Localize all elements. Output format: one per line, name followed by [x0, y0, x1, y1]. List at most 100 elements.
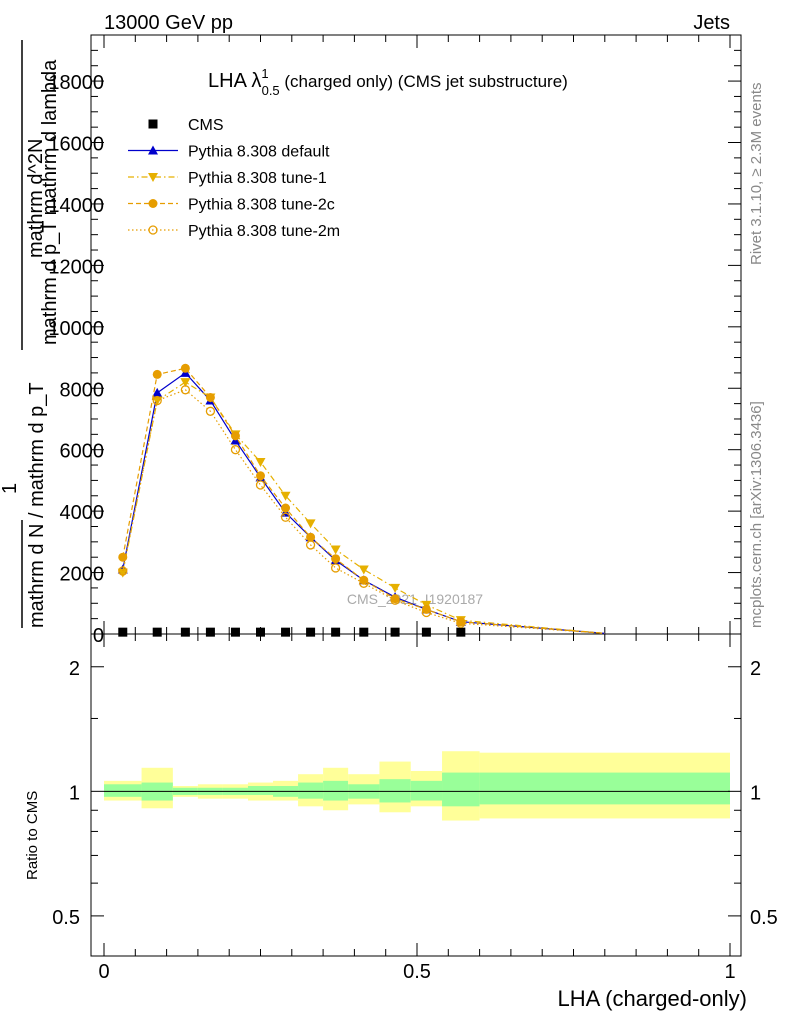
plot-title: LHA λ1 0.5 (charged only) (CMS jet substr…	[208, 66, 568, 98]
ratio-x-axis: 0 0.5 1	[98, 634, 736, 983]
main-y-axis: 0 2000 4000 6000 8000 10000 12000 14000 16000 180…	[48, 34, 741, 647]
ratio-y-tick-label: 0.5	[52, 907, 80, 929]
legend-label: CMS	[188, 117, 224, 134]
cms-data-point	[331, 627, 341, 637]
series-point-3	[230, 431, 240, 441]
cms-data-point	[306, 627, 316, 637]
ratio-plot-frame	[90, 633, 742, 957]
cms-data-point	[281, 627, 291, 637]
main-y-tick-label: 2000	[60, 564, 105, 586]
stat-band-bin	[247, 786, 274, 795]
series-point-2	[180, 378, 191, 388]
series-point-3	[205, 392, 215, 402]
main-ylabel: mathrm d^2N mathrm d p_T mathrm d lambda…	[0, 40, 61, 628]
main-series-group	[117, 363, 605, 637]
header-left: 13000 GeV pp	[104, 12, 233, 34]
series-point-2	[305, 519, 316, 529]
stat-band-bin	[104, 784, 142, 797]
series-point-4	[280, 512, 291, 522]
main-y-tick-label: 10000	[48, 318, 104, 340]
ratio-y-tick-label: 2	[69, 658, 80, 680]
series-line-1	[122, 372, 605, 634]
ratio-y-tick-label-right: 0.5	[750, 907, 778, 929]
ratio-x-tick-label: 0.5	[403, 961, 431, 983]
series-point-2	[358, 565, 369, 575]
legend-marker	[148, 173, 158, 182]
series-point-3	[152, 369, 162, 379]
series-point-4	[305, 540, 316, 550]
legend-label: Pythia 8.308 tune-2c	[188, 197, 335, 214]
series-point-4	[255, 480, 266, 490]
stat-band-bin	[379, 779, 411, 803]
main-x-axis	[103, 35, 731, 634]
rivet-label: Rivet 3.1.10, ≥ 2.3M events	[748, 83, 765, 266]
mcplots-label: mcplots.cern.ch [arXiv:1306.3436]	[748, 401, 765, 628]
legend-marker	[148, 199, 158, 208]
plot-title-sub: 0.5	[262, 83, 280, 98]
cms-data-point	[205, 627, 215, 637]
header-right: Jets	[693, 12, 730, 34]
legend-marker	[148, 225, 158, 235]
series-point-4	[118, 566, 128, 576]
series-point-4	[330, 563, 341, 573]
main-y-tick-label: 6000	[60, 441, 105, 463]
ratio-ylabel: Ratio to CMS	[24, 791, 41, 880]
ratio-bands	[104, 751, 730, 821]
legend-label: Pythia 8.308 tune-1	[188, 170, 327, 187]
cms-data-point	[230, 627, 240, 637]
stat-band-bin	[442, 772, 480, 807]
series-point-2	[280, 491, 291, 501]
series-point-3	[256, 471, 265, 481]
stat-band-bin	[298, 782, 324, 799]
legend-label: Pythia 8.308 tune-2m	[188, 223, 340, 240]
series-point-2	[330, 545, 341, 555]
cms-data-point	[152, 627, 162, 637]
series-point-3	[281, 503, 291, 513]
ratio-y-tick-label: 1	[69, 782, 80, 804]
ratio-y-axis: 0.5 0.5 1 1 2 2	[52, 658, 778, 929]
series-line-2	[122, 381, 605, 634]
legend-marker	[148, 119, 158, 129]
main-y-tick-label: 14000	[48, 195, 104, 217]
plot-title-rest: (charged only) (CMS jet substructure)	[280, 72, 568, 91]
cms-data-point	[421, 627, 431, 637]
cms-data-point	[118, 627, 128, 637]
main-y-tick-label: 16000	[48, 134, 104, 156]
stat-band-bin	[323, 780, 349, 801]
legend-marker	[148, 145, 158, 155]
legend-label: Pythia 8.308 default	[188, 144, 330, 161]
cms-data-point	[359, 627, 369, 637]
series-point-3	[306, 532, 316, 542]
ylabel-denominator: mathrm d N / mathrm d p_T	[26, 382, 48, 628]
ratio-x-tick-label: 0	[98, 961, 109, 983]
series-point-4	[421, 607, 432, 618]
main-y-tick-label: 18000	[48, 72, 104, 94]
ylabel-numerator-2: mathrm d p_T mathrm d lambda	[39, 59, 61, 345]
ratio-x-tick-label: 1	[724, 961, 735, 983]
stat-band-bin	[410, 780, 443, 801]
series-point-3	[180, 363, 190, 373]
series-point-4	[205, 406, 216, 416]
cms-data-point	[256, 627, 265, 637]
ratio-y-tick-label-right: 2	[750, 658, 761, 680]
stat-band-bin	[479, 772, 730, 805]
series-point-4	[359, 578, 369, 588]
series-point-4	[456, 618, 466, 628]
legend: CMS Pythia 8.308 default Pythia 8.308 tune…	[128, 117, 340, 240]
series-point-4	[152, 395, 162, 406]
main-y-tick-label: 0	[93, 625, 104, 647]
series-point-4	[390, 595, 400, 605]
ylabel-numerator-1: mathrm d^2N	[25, 139, 47, 258]
ratio-y-tick-label-right: 1	[750, 782, 761, 804]
cms-data-point	[180, 627, 190, 637]
series-point-4	[180, 385, 191, 395]
series-point-3	[331, 554, 341, 564]
plot-title-main: LHA λ	[208, 70, 261, 92]
main-y-tick-label: 12000	[48, 256, 104, 278]
series-point-4	[230, 445, 241, 455]
cms-data-point	[456, 627, 466, 637]
ylabel-one: 1	[0, 483, 21, 494]
series-point-1	[152, 387, 163, 397]
main-y-tick-label: 8000	[60, 379, 105, 401]
